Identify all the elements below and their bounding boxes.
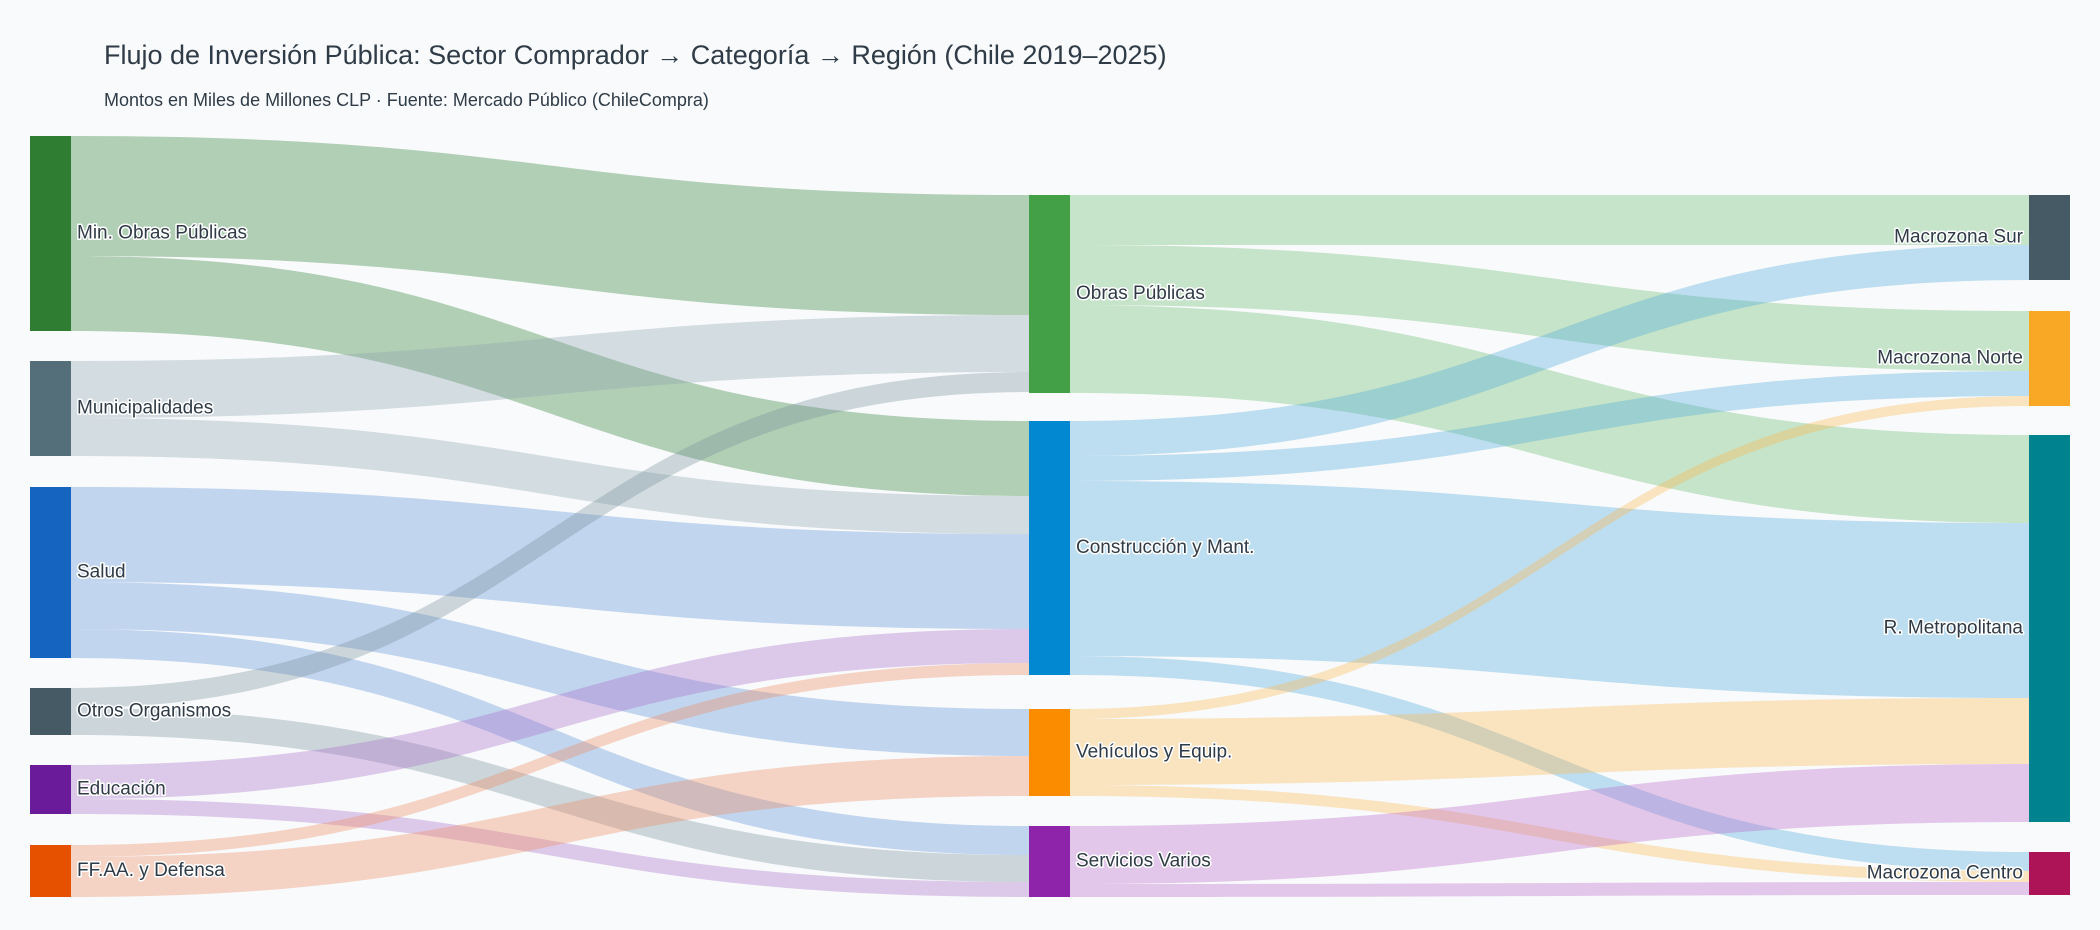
chart-title: Flujo de Inversión Pública: Sector Compr… bbox=[104, 40, 1167, 70]
link-constr-sur bbox=[1070, 245, 2029, 456]
link-constr-centro bbox=[1070, 656, 2029, 871]
node-sur bbox=[2029, 195, 2070, 280]
link-veh-centro bbox=[1070, 785, 2029, 882]
node-label-edu: Educación bbox=[77, 779, 166, 800]
link-ffaa-veh bbox=[71, 756, 1029, 897]
link-veh-rm bbox=[1070, 698, 2029, 785]
link-otros-obras bbox=[71, 372, 1029, 708]
node-label-obras: Obras Públicas bbox=[1076, 283, 1205, 304]
node-rm bbox=[2029, 435, 2070, 822]
node-label-centro: Macrozona Centro bbox=[1867, 863, 2023, 884]
sankey-labels: Min. Obras Públicas Municipalidades Salud O… bbox=[76, 221, 2026, 885]
link-obras-norte bbox=[1070, 245, 2029, 371]
node-label-serv: Servicios Varios bbox=[1076, 851, 1211, 872]
link-serv-centro bbox=[1070, 882, 2029, 897]
link-obras-rm bbox=[1070, 305, 2029, 523]
chart-subtitle: Montos en Miles de Millones CLP · Fuente… bbox=[104, 90, 709, 110]
link-mop-obras bbox=[71, 136, 1029, 315]
link-ffaa-constr bbox=[71, 663, 1029, 857]
link-muni-constr bbox=[71, 418, 1029, 534]
node-label-norte: Macrozona Norte bbox=[1877, 348, 2023, 369]
node-centro bbox=[2029, 852, 2070, 895]
node-label-muni: Municipalidades bbox=[77, 398, 213, 419]
node-constr bbox=[1029, 421, 1070, 675]
node-mop bbox=[30, 136, 71, 331]
node-norte bbox=[2029, 311, 2070, 406]
node-salud bbox=[30, 487, 71, 658]
node-label-mop: Min. Obras Públicas bbox=[77, 223, 247, 244]
link-constr-rm bbox=[1070, 481, 2029, 698]
link-muni-obras bbox=[71, 315, 1029, 418]
node-otros bbox=[30, 688, 71, 735]
link-serv-rm bbox=[1070, 764, 2029, 884]
node-label-constr: Construcción y Mant. bbox=[1076, 537, 1254, 558]
sankey-links bbox=[71, 136, 2029, 897]
node-ffaa bbox=[30, 845, 71, 897]
node-label-salud: Salud bbox=[77, 562, 126, 583]
node-label-otros: Otros Organismos bbox=[77, 701, 231, 722]
link-obras-sur bbox=[1070, 195, 2029, 245]
link-salud-constr bbox=[71, 487, 1029, 629]
node-edu bbox=[30, 765, 71, 814]
node-label-sur: Macrozona Sur bbox=[1894, 227, 2024, 248]
node-serv bbox=[1029, 826, 1070, 897]
link-edu-serv bbox=[71, 799, 1029, 897]
node-label-rm: R. Metropolitana bbox=[1884, 618, 2024, 639]
node-veh bbox=[1029, 709, 1070, 796]
link-veh-norte bbox=[1070, 396, 2029, 719]
node-label-ffaa: FF.AA. y Defensa bbox=[77, 860, 225, 881]
link-constr-norte bbox=[1070, 371, 2029, 481]
sankey-nodes bbox=[30, 136, 2070, 897]
node-label-veh: Vehículos y Equip. bbox=[1076, 742, 1232, 763]
link-otros-serv bbox=[71, 708, 1029, 882]
link-salud-veh bbox=[71, 582, 1029, 756]
link-mop-constr bbox=[71, 256, 1029, 496]
link-salud-serv bbox=[71, 629, 1029, 855]
node-obras bbox=[1029, 195, 1070, 393]
node-muni bbox=[30, 361, 71, 456]
link-edu-constr bbox=[71, 629, 1029, 799]
